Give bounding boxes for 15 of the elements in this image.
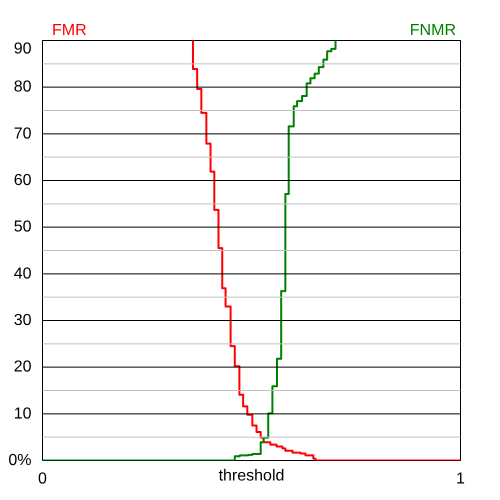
y-tick-label: 30 [14, 312, 32, 329]
x-tick-label: 1 [456, 470, 466, 488]
y-tick-label: 0% [8, 452, 32, 469]
y-tick-label: 10 [14, 405, 32, 422]
x-axis-title: threshold [218, 468, 284, 484]
text: FMR [52, 21, 87, 41]
y-tick-label: 50 [14, 218, 32, 236]
y-tick-label: 20 [14, 358, 32, 376]
x-tick-label: 0 [38, 470, 48, 488]
text: FNMR [410, 21, 456, 41]
y-tick-label: 60 [14, 172, 32, 189]
y-tick-label: 80 [14, 78, 32, 96]
y-tick-label: 40 [14, 265, 32, 282]
y-tick-label: 70 [14, 125, 32, 142]
y-tick-label: 90 [14, 40, 32, 58]
